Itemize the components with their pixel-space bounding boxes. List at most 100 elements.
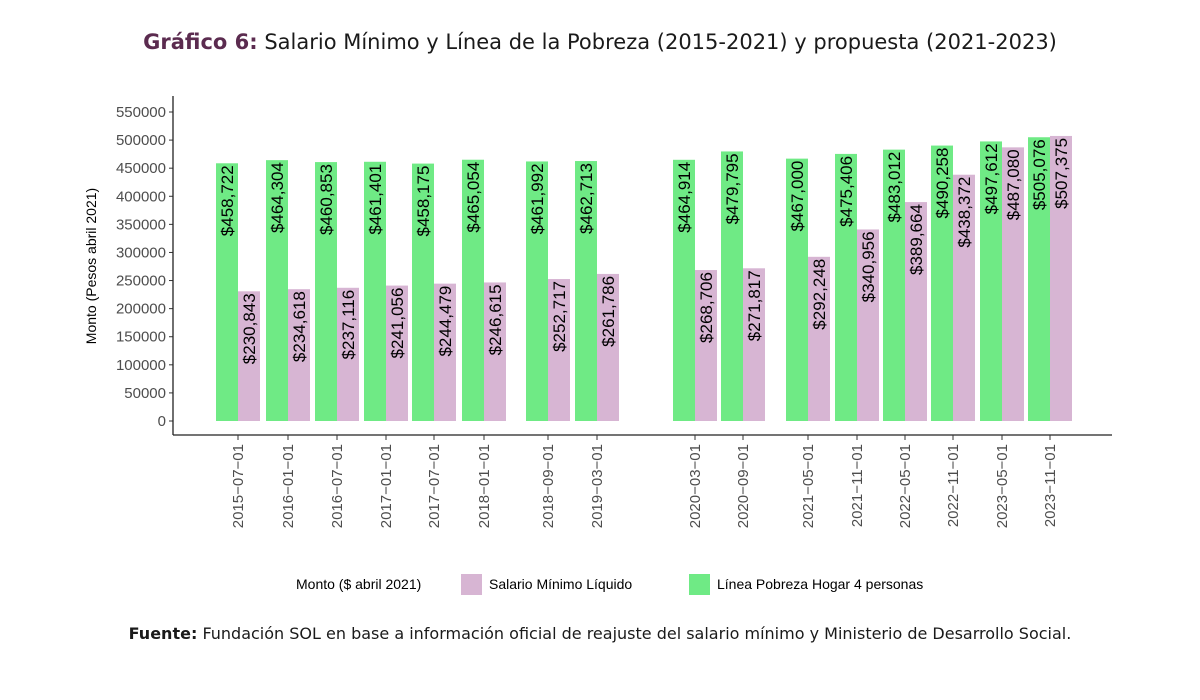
x-tick-label: 2020−03−01 — [687, 444, 704, 528]
legend-label-linea: Línea Pobreza Hogar 4 personas — [717, 576, 923, 592]
value-label-salario: $271,817 — [745, 270, 764, 341]
y-tick-label: 550000 — [116, 104, 166, 121]
legend-swatch-salario — [461, 574, 482, 595]
bar-salario-minimo — [386, 285, 408, 421]
x-tick-label: 2018−01−01 — [476, 444, 493, 528]
bar-linea-pobreza — [412, 163, 434, 421]
bar-salario-minimo — [953, 174, 975, 421]
bar-linea-pobreza — [883, 149, 905, 421]
value-label-linea: $464,914 — [675, 162, 694, 233]
value-label-linea: $505,076 — [1030, 139, 1049, 210]
bar-salario-minimo — [238, 291, 260, 421]
bar-linea-pobreza — [980, 141, 1002, 421]
bar-linea-pobreza — [575, 161, 597, 421]
y-tick-label: 350000 — [116, 216, 166, 233]
source-text: Fundación SOL en base a información ofic… — [202, 624, 1072, 643]
bar-salario-minimo — [905, 202, 927, 421]
bar-salario-minimo — [548, 279, 570, 421]
y-tick-label: 450000 — [116, 160, 166, 177]
x-tick-label: 2018−09−01 — [540, 444, 557, 528]
bar-linea-pobreza — [1028, 137, 1050, 421]
bar-linea-pobreza — [673, 159, 695, 421]
legend-swatch-linea — [689, 574, 710, 595]
bar-linea-pobreza — [216, 163, 238, 421]
source-lead: Fuente: — [128, 624, 198, 643]
bar-salario-minimo — [695, 270, 717, 421]
bar-linea-pobreza — [462, 159, 484, 421]
value-label-salario: $244,479 — [436, 286, 455, 357]
value-label-linea: $490,258 — [933, 148, 952, 219]
value-label-linea: $464,304 — [268, 162, 287, 233]
y-tick-label: 300000 — [116, 244, 166, 261]
y-tick-label: 400000 — [116, 188, 166, 205]
value-label-linea: $461,992 — [528, 163, 547, 234]
y-axis-title: Monto (Pesos abril 2021) — [83, 188, 99, 344]
value-label-linea: $462,713 — [577, 163, 596, 234]
x-tick-label: 2021−11−01 — [849, 444, 866, 527]
x-tick-label: 2022−11−01 — [945, 444, 962, 527]
y-tick-label: 50000 — [124, 385, 166, 402]
y-tick-label: 100000 — [116, 357, 166, 374]
bar-linea-pobreza — [364, 161, 386, 421]
bar-linea-pobreza — [315, 162, 337, 421]
value-label-linea: $467,000 — [788, 161, 807, 232]
value-label-salario: $507,375 — [1052, 138, 1071, 209]
value-label-salario: $340,956 — [859, 231, 878, 302]
value-label-salario: $237,116 — [339, 290, 358, 360]
x-tick-label: 2017−07−01 — [426, 444, 443, 528]
value-label-salario: $252,717 — [550, 281, 569, 352]
bar-salario-minimo — [857, 229, 879, 421]
bar-salario-minimo — [1050, 135, 1072, 421]
value-label-salario: $230,843 — [240, 293, 259, 364]
bar-salario-minimo — [1002, 147, 1024, 421]
bar-salario-minimo — [743, 268, 765, 421]
x-tick-label: 2022−05−01 — [897, 444, 914, 528]
x-tick-label: 2023−05−01 — [994, 444, 1011, 528]
x-tick-label: 2015−07−01 — [230, 444, 247, 528]
y-tick-label: 250000 — [116, 273, 166, 290]
x-tick-label: 2017−01−01 — [378, 444, 395, 528]
x-tick-label: 2019−03−01 — [589, 444, 606, 528]
value-label-salario: $241,056 — [388, 288, 407, 359]
x-tick-label: 2020−09−01 — [735, 444, 752, 528]
value-label-salario: $268,706 — [697, 272, 716, 343]
x-tick-label: 2016−07−01 — [329, 444, 346, 528]
bar-salario-minimo — [808, 256, 830, 421]
value-label-linea: $458,175 — [414, 166, 433, 237]
y-tick-label: 500000 — [116, 132, 166, 149]
x-tick-label: 2021−05−01 — [800, 444, 817, 528]
x-tick-label: 2023−11−01 — [1042, 444, 1059, 527]
chart-title-text: Salario Mínimo y Línea de la Pobreza (20… — [264, 30, 1057, 54]
value-label-linea: $475,406 — [837, 156, 856, 227]
value-label-linea: $460,853 — [317, 164, 336, 235]
y-tick-label: 0 — [158, 413, 166, 430]
source-note: Fuente: Fundación SOL en base a informac… — [70, 622, 1130, 646]
bar-linea-pobreza — [786, 158, 808, 421]
y-tick-label: 200000 — [116, 301, 166, 318]
value-label-salario: $261,786 — [599, 276, 618, 347]
value-label-salario: $246,615 — [486, 284, 505, 355]
x-tick-label: 2016−01−01 — [280, 444, 297, 528]
value-label-salario: $438,372 — [955, 177, 974, 248]
bar-salario-minimo — [597, 273, 619, 421]
value-label-salario: $389,664 — [907, 204, 926, 275]
bar-linea-pobreza — [266, 160, 288, 421]
bar-linea-pobreza — [721, 151, 743, 421]
value-label-linea: $458,722 — [218, 165, 237, 236]
chart-title: Gráfico 6: Salario Mínimo y Línea de la … — [0, 30, 1200, 54]
y-tick-label: 150000 — [116, 329, 166, 346]
value-label-linea: $479,795 — [723, 153, 742, 224]
legend-label-salario: Salario Mínimo Líquido — [489, 576, 632, 592]
value-label-linea: $497,612 — [982, 143, 1001, 214]
bar-salario-minimo — [484, 282, 506, 421]
value-label-salario: $234,618 — [290, 291, 309, 362]
bar-linea-pobreza — [835, 153, 857, 421]
chart-title-lead: Gráfico 6: — [143, 30, 258, 54]
bar-salario-minimo — [337, 287, 359, 421]
value-label-linea: $461,401 — [366, 164, 385, 235]
value-label-salario: $487,080 — [1004, 149, 1023, 220]
bar-linea-pobreza — [526, 161, 548, 421]
legend-title: Monto ($ abril 2021) — [296, 576, 421, 592]
bar-salario-minimo — [288, 289, 310, 421]
value-label-salario: $292,248 — [810, 259, 829, 330]
